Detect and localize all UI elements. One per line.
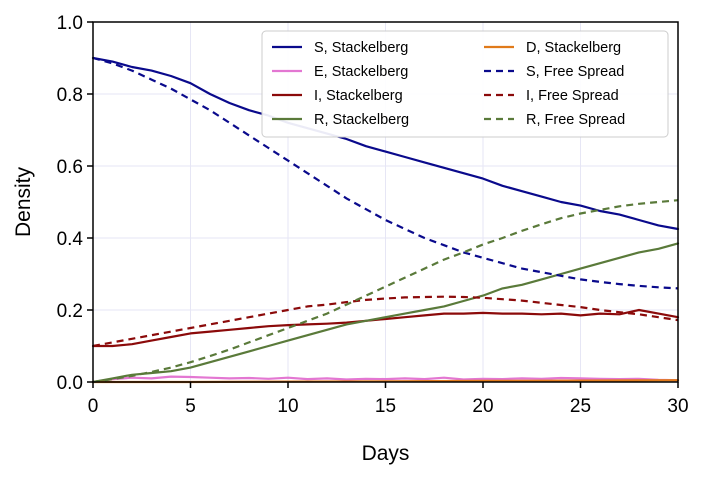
legend: S, Stackelberg D, Stackelberg E, Stackelbe… [261, 30, 669, 138]
y-tick-label-1: 0.2 [57, 301, 83, 322]
y-tick-label-4: 0.8 [57, 85, 83, 106]
y-tick-label-5: 1.0 [57, 13, 83, 34]
legend-label-i-stackelberg: I, Stackelberg [314, 88, 403, 104]
series-line-i-free-spread [92, 295, 679, 348]
y-tick-label-3: 0.6 [57, 157, 83, 178]
legend-label-s-stackelberg: S, Stackelberg [314, 40, 408, 56]
x-tick-label-1: 5 [185, 396, 196, 417]
x-axis-label: Days [362, 442, 410, 465]
x-tick-label-0: 0 [88, 396, 99, 417]
legend-label-r-free-spread: R, Free Spread [526, 112, 625, 128]
series-line-e-stackelberg [91, 375, 680, 384]
legend-label-r-stackelberg: R, Stackelberg [314, 112, 409, 128]
series-line-r-free-spread [92, 199, 679, 384]
legend-label-e-stackelberg: E, Stackelberg [314, 64, 408, 80]
axis-ticks: 0 5 10 15 20 25 30 0.0 0.2 0.4 0.6 0.8 1.0 [57, 13, 689, 417]
y-tick-label-2: 0.4 [57, 229, 84, 250]
series-line-s-stackelberg [91, 56, 680, 231]
series-line-i-stackelberg [91, 308, 680, 348]
x-tick-label-2: 10 [277, 396, 298, 417]
y-tick-label-0: 0.0 [57, 373, 83, 394]
x-tick-label-6: 30 [667, 396, 688, 417]
series-line-s-free-spread [92, 56, 679, 290]
x-tick-label-4: 20 [472, 396, 493, 417]
legend-label-i-free-spread: I, Free Spread [526, 88, 619, 104]
legend-label-s-free-spread: S, Free Spread [526, 64, 624, 80]
series-line-r-stackelberg [91, 242, 680, 384]
legend-box [261, 30, 669, 138]
x-tick-label-3: 15 [375, 396, 396, 417]
legend-label-d-stackelberg: D, Stackelberg [526, 40, 621, 56]
x-tick-label-5: 25 [570, 396, 591, 417]
y-axis-label: Density [12, 166, 35, 237]
